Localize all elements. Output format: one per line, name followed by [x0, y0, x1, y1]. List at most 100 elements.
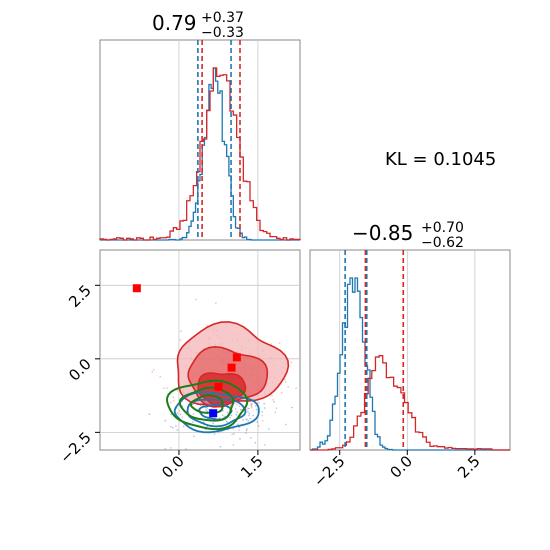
scatter-point: [264, 407, 266, 409]
scatter-point: [176, 429, 179, 431]
scatter-point: [246, 428, 248, 430]
kl-divergence-label: KL = 0.1045: [385, 149, 496, 170]
scatter-point: [191, 403, 193, 405]
scatter-point: [223, 416, 225, 418]
scatter-point: [166, 387, 168, 389]
scatter-point: [222, 410, 224, 412]
scatter-point: [192, 421, 194, 423]
scatter-point: [254, 441, 257, 444]
scatter-point: [275, 407, 278, 409]
param2-title-lower: −0.62: [421, 235, 464, 251]
scatter-point: [152, 369, 155, 371]
scatter-point: [148, 413, 151, 416]
scatter-point: [250, 403, 252, 405]
scatter-point: [237, 423, 239, 425]
scatter-point: [236, 403, 238, 406]
scatter-point: [179, 413, 182, 416]
scatter-point: [169, 447, 172, 449]
scatter-point: [262, 420, 264, 422]
scatter-point: [238, 405, 241, 407]
scatter-point: [181, 416, 184, 418]
scatter-point: [251, 406, 253, 409]
scatter-point: [264, 444, 266, 446]
scatter-point: [212, 422, 214, 425]
joint-ytick-label: 0.0: [65, 355, 95, 385]
blue-square-marker: [209, 409, 218, 418]
scatter-point: [271, 394, 273, 397]
param1-title-lower: −0.33: [201, 25, 244, 41]
scatter-point: [247, 411, 249, 413]
scatter-point: [287, 386, 289, 388]
scatter-point: [245, 429, 248, 432]
scatter-point: [229, 405, 231, 407]
scatter-point: [208, 418, 210, 420]
param2-xtick-label: 2.5: [454, 452, 484, 482]
scatter-point: [255, 408, 258, 411]
scatter-point: [204, 428, 207, 431]
blue-contour: [173, 391, 260, 434]
joint-ytick-label: −2.5: [56, 428, 94, 466]
scatter-point: [245, 432, 247, 434]
scatter-point: [241, 408, 243, 411]
param1-histogram-panel: [99, 39, 301, 241]
scatter-point: [193, 435, 195, 437]
scatter-point: [215, 302, 217, 304]
scatter-point: [170, 425, 172, 428]
scatter-point: [235, 414, 238, 416]
scatter-point: [159, 376, 161, 378]
scatter-point: [272, 399, 274, 401]
param1-title-upper: +0.37: [201, 10, 244, 26]
param2-title-value: −0.85: [352, 221, 413, 245]
scatter-point: [238, 429, 240, 431]
scatter-point: [206, 325, 208, 327]
scatter-point: [219, 417, 221, 419]
scatter-point: [258, 402, 261, 404]
scatter-point: [151, 371, 154, 373]
param2-histogram-panel: [309, 249, 511, 451]
scatter-point: [280, 391, 283, 394]
scatter-point: [250, 405, 253, 407]
scatter-point: [251, 403, 253, 405]
scatter-point: [257, 425, 260, 427]
scatter-point: [245, 418, 248, 421]
red-square-marker: [132, 284, 141, 293]
scatter-point: [238, 426, 240, 429]
scatter-point: [163, 387, 165, 389]
joint-panel-frame: [99, 249, 301, 451]
scatter-point: [170, 401, 172, 403]
scatter-point: [211, 406, 214, 409]
scatter-point: [179, 339, 182, 341]
param2-red-histogram: [310, 355, 510, 451]
scatter-point: [225, 420, 227, 422]
scatter-point: [164, 419, 167, 422]
scatter-point: [235, 408, 237, 410]
scatter-point: [175, 425, 177, 427]
scatter-point: [252, 414, 254, 417]
scatter-point: [192, 403, 194, 405]
joint-xtick-label: 0.0: [158, 452, 188, 482]
joint-xtick-label: 1.5: [237, 452, 267, 482]
scatter-point: [232, 444, 235, 446]
scatter-point: [221, 414, 224, 416]
red-square-marker: [214, 382, 223, 391]
scatter-point: [285, 381, 287, 383]
scatter-point: [278, 342, 281, 344]
scatter-point: [202, 404, 204, 406]
param2-title-upper: +0.70: [421, 220, 464, 236]
scatter-point: [226, 411, 229, 414]
scatter-point: [234, 402, 236, 405]
param1-histogram-frame: [99, 39, 301, 241]
scatter-point: [242, 419, 244, 421]
scatter-point: [295, 387, 297, 389]
scatter-point: [185, 410, 188, 412]
red-square-marker: [232, 353, 241, 362]
joint-ytick-label: 2.5: [65, 281, 95, 311]
scatter-point: [273, 401, 275, 403]
param1-red-histogram: [99, 67, 301, 241]
scatter-point: [263, 402, 265, 405]
scatter-point: [185, 447, 187, 450]
scatter-point: [230, 414, 233, 417]
scatter-point: [199, 404, 202, 407]
scatter-point: [291, 406, 293, 409]
